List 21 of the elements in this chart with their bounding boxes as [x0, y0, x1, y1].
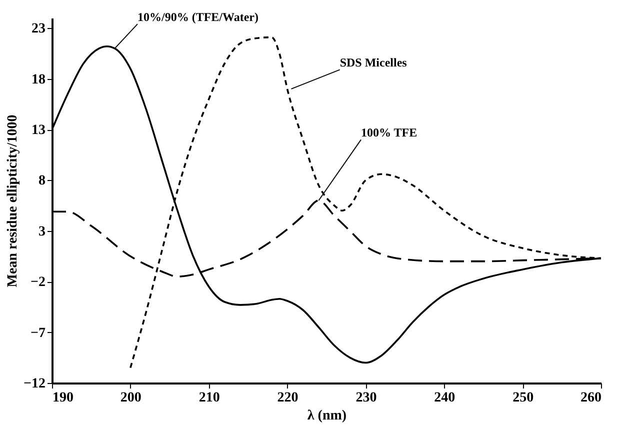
annotation: 10%/90% (TFE/Water)	[137, 10, 258, 24]
x-axis-title: λ (nm)	[307, 408, 347, 424]
x-tick-label: 240	[434, 390, 456, 406]
annotation: 100% TFE	[361, 126, 418, 140]
y-tick-label: 18	[32, 72, 46, 88]
y-tick-label: −2	[30, 275, 46, 290]
x-tick-label: 220	[277, 390, 298, 406]
x-tick-label: 210	[198, 390, 220, 406]
x-tick-label: 230	[356, 390, 377, 406]
x-tick-label: 190	[52, 390, 74, 406]
y-axis-title: Mean residue ellipticity/1000	[6, 114, 21, 288]
y-tick-label: −7	[30, 326, 46, 341]
y-tick-label: 13	[32, 123, 46, 138]
annotation: SDS Micelles	[340, 56, 408, 70]
y-tick-label: 23	[32, 22, 46, 37]
x-tick-label: 250	[512, 390, 534, 406]
x-tick-label: 260	[580, 390, 602, 406]
y-tick-label: 8	[38, 174, 46, 189]
x-tick-label: 200	[120, 390, 142, 406]
y-tick-label: −12	[24, 376, 46, 392]
y-tick-label: 3	[38, 224, 46, 240]
